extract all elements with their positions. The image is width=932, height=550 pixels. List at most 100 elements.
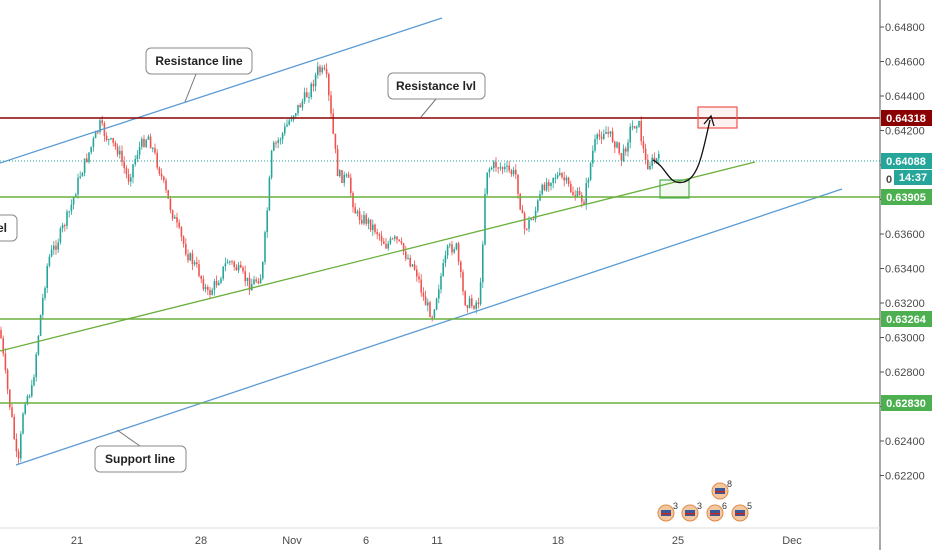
- candle-body: [198, 264, 200, 276]
- candle-body: [226, 262, 229, 264]
- event-marker[interactable]: 6: [706, 501, 727, 522]
- target-box[interactable]: [697, 106, 738, 129]
- candle-body: [565, 177, 568, 181]
- time-tick-label: 21: [71, 535, 83, 547]
- candle-body: [512, 169, 515, 175]
- candle-body: [559, 173, 561, 175]
- candle-body: [257, 281, 260, 284]
- candle-body: [22, 413, 24, 434]
- candle-body: [622, 148, 625, 161]
- callout-resistance-line[interactable]: Resistance line: [145, 47, 253, 103]
- candle-body: [508, 165, 510, 171]
- candle-body: [515, 169, 517, 175]
- candle-body: [72, 197, 75, 205]
- candle-body: [651, 157, 653, 166]
- candle-body: [235, 267, 238, 271]
- candle-body: [134, 159, 136, 165]
- event-marker[interactable]: 3: [681, 501, 702, 522]
- candle-body: [264, 232, 266, 262]
- candle-body: [504, 166, 506, 170]
- callout-support-line-text: Support line: [105, 452, 175, 466]
- candle-body: [163, 176, 165, 181]
- candle-body: [510, 170, 513, 175]
- candle-body: [20, 433, 22, 459]
- countdown-timer: 14:37: [899, 172, 927, 184]
- candle-body: [552, 177, 554, 183]
- candle-body: [609, 131, 612, 134]
- time-axis[interactable]: 21 28 Nov 6 11 18 25 Dec: [71, 535, 802, 547]
- callout-resistance-line-text: Resistance line: [155, 54, 243, 68]
- support-channel-line[interactable]: [15, 188, 843, 466]
- candle-body: [237, 264, 240, 271]
- candle-body: [325, 69, 328, 75]
- candle-body: [427, 302, 429, 306]
- resistance-channel-line[interactable]: [0, 17, 443, 164]
- candle-body: [165, 180, 167, 191]
- candle-body: [83, 158, 86, 173]
- time-tick-label: 18: [552, 535, 564, 547]
- candle-body: [550, 182, 552, 187]
- candle-body: [532, 219, 535, 221]
- candle-body: [636, 126, 638, 129]
- candle-body: [328, 74, 330, 96]
- event-marker[interactable]: 5: [731, 501, 752, 522]
- candle-body: [614, 141, 616, 148]
- candle-body: [229, 261, 231, 263]
- candle-body: [262, 261, 264, 279]
- candle-body: [37, 335, 40, 355]
- candle-body: [0, 330, 2, 339]
- candle-body: [86, 158, 88, 162]
- event-marker[interactable]: 8: [711, 479, 732, 500]
- candle-body: [193, 262, 196, 265]
- candle-body: [277, 140, 279, 143]
- candle-body: [321, 67, 323, 73]
- candle-body: [354, 207, 356, 214]
- candle-body: [220, 278, 222, 283]
- candle-body: [605, 132, 607, 134]
- callout-partial[interactable]: el: [0, 214, 18, 242]
- candle-body: [334, 133, 337, 149]
- entry-box[interactable]: [659, 179, 690, 199]
- candle-body: [295, 113, 297, 116]
- event-count: 3: [697, 501, 702, 511]
- candle-body: [578, 191, 581, 195]
- candle-body: [446, 245, 449, 256]
- candle-body: [438, 289, 440, 299]
- callout-support-line[interactable]: Support line: [94, 429, 187, 473]
- candle-body: [394, 236, 396, 239]
- candle-body: [543, 184, 546, 191]
- candle-body: [378, 234, 381, 236]
- time-tick-label: 25: [672, 535, 684, 547]
- candle-body: [167, 190, 169, 199]
- event-marker[interactable]: 3: [657, 501, 678, 522]
- candle-body: [598, 134, 601, 137]
- candle-body: [154, 148, 156, 153]
- candle-body: [255, 279, 257, 282]
- candle-body: [281, 133, 284, 140]
- candle-body: [81, 172, 84, 177]
- candle-body: [312, 83, 315, 87]
- candle-body: [347, 174, 350, 178]
- candle-body: [537, 200, 539, 211]
- candle-body: [460, 261, 462, 273]
- candle-body: [299, 104, 301, 108]
- candle-body: [15, 439, 18, 452]
- candle-body: [376, 232, 378, 235]
- economic-event-markers[interactable]: 8 3 3 6 5: [657, 479, 752, 522]
- candle-body: [303, 92, 306, 102]
- candle-body: [464, 291, 466, 306]
- candle-body: [455, 243, 458, 250]
- candle-body: [466, 305, 469, 308]
- price-tick-label: 0.62400: [885, 436, 925, 448]
- candle-body: [433, 309, 436, 318]
- candle-body: [449, 244, 451, 246]
- candle-body: [182, 236, 185, 244]
- candle-body: [493, 161, 495, 169]
- candle-body: [116, 146, 119, 155]
- time-tick-label: 28: [195, 535, 207, 547]
- candle-body: [356, 211, 359, 214]
- candle-body: [125, 168, 128, 175]
- projection-arrow[interactable]: [652, 119, 711, 184]
- callout-resistance-level[interactable]: Resistance lvl: [387, 72, 486, 118]
